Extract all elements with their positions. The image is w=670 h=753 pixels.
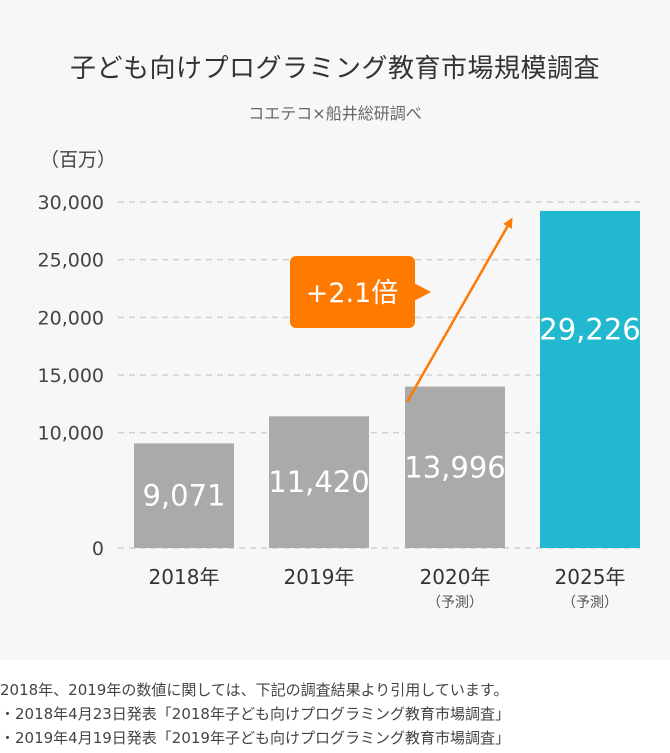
bar-value-label: 9,071 — [142, 479, 225, 513]
bar-value-label: 13,996 — [404, 450, 505, 484]
x-category-label: 2019年 — [284, 565, 355, 589]
y-tick-label: 20,000 — [38, 307, 104, 329]
growth-callout-label: +2.1倍 — [306, 278, 399, 309]
bar-2018 — [134, 443, 234, 548]
chart-title: 子ども向けプログラミング教育市場規模調査 — [69, 54, 600, 84]
y-tick-label: 0 — [92, 538, 104, 560]
x-category-label: 2018年 — [149, 565, 220, 589]
x-category-label: 2020年 — [420, 565, 491, 589]
y-tick-label: 25,000 — [38, 250, 104, 272]
bar-chart: 0 10,000 15,000 20,000 25,000 30,000 9,071 11,… — [38, 192, 641, 611]
footnote-line: ・2019年4月19日発表「2019年子ども向けプログラミング教育市場調査」 — [0, 729, 510, 747]
x-category-sublabel: （予測） — [562, 595, 618, 611]
y-axis-unit-label: （百万） — [40, 149, 117, 171]
y-tick-label: 30,000 — [38, 192, 104, 214]
y-tick-label: 15,000 — [38, 365, 104, 387]
bar-value-label: 11,420 — [268, 465, 369, 499]
chart-subtitle: コエテコ×船井総研調べ — [248, 104, 422, 123]
bar-2019 — [269, 416, 369, 548]
footnotes: 2018年、2019年の数値に関しては、下記の調査結果より引用しています。 ・2… — [0, 678, 670, 750]
bar-2025 — [540, 210, 640, 548]
footnote-line: ・2018年4月23日発表「2018年子ども向けプログラミング教育市場調査」 — [0, 705, 510, 723]
growth-arrow — [405, 217, 513, 403]
growth-callout-box — [290, 256, 415, 328]
footnote-line: 2018年、2019年の数値に関しては、下記の調査結果より引用しています。 — [0, 681, 509, 699]
growth-callout-pointer — [414, 283, 431, 301]
bar-value-label: 29,226 — [539, 312, 640, 346]
bar-2020 — [405, 386, 505, 548]
x-category-label: 2025年 — [555, 565, 626, 589]
y-tick-label: 10,000 — [38, 423, 104, 445]
x-category-sublabel: （予測） — [427, 595, 483, 611]
